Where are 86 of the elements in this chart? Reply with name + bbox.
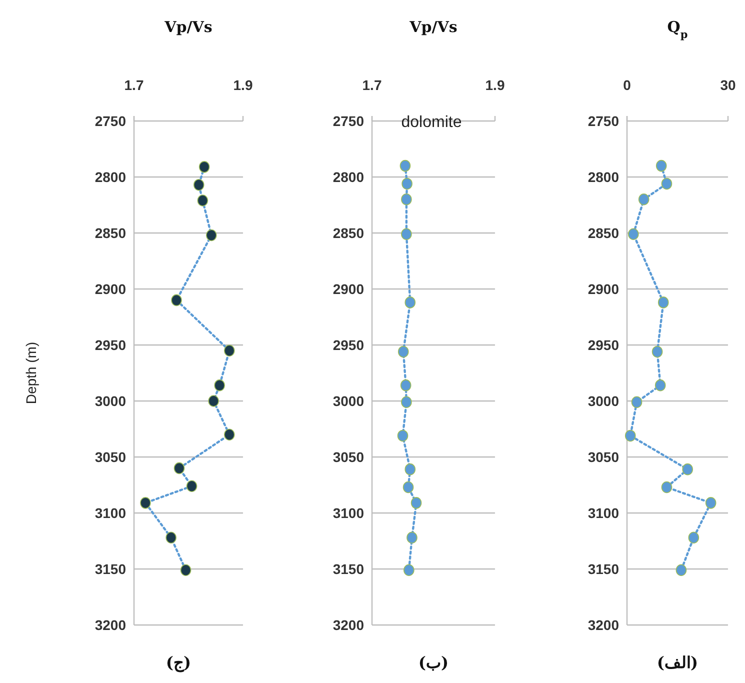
- point: [404, 296, 416, 308]
- y-tick-label: 3200: [332, 617, 364, 633]
- x-tick-label: 1.9: [485, 77, 505, 93]
- y-tick-label: 2850: [94, 225, 126, 241]
- point: [661, 481, 672, 494]
- point: [214, 379, 225, 392]
- y-tick-label: 3100: [94, 505, 126, 521]
- point: [397, 430, 408, 442]
- point: [166, 532, 176, 544]
- y-tick-label: 2800: [332, 169, 364, 185]
- chart-title: Q$_{p}$: [667, 18, 688, 41]
- point: [197, 194, 208, 206]
- y-tick-label: 2800: [94, 169, 126, 185]
- y-tick-label: 3000: [332, 393, 364, 409]
- point: [624, 430, 636, 442]
- y-tick-label: 2950: [332, 337, 364, 353]
- point: [656, 160, 667, 172]
- chart-title: Vp/Vs: [164, 18, 212, 36]
- y-tick-label: 3000: [94, 393, 126, 409]
- point: [400, 379, 412, 392]
- y-tick-label: 2950: [94, 337, 126, 353]
- point: [400, 160, 411, 172]
- point: [174, 462, 185, 474]
- text: (الف): [656, 653, 698, 672]
- y-tick-label: 3050: [94, 449, 126, 465]
- point: [402, 481, 414, 494]
- point: [676, 564, 687, 576]
- y-tick-label: 2800: [588, 169, 620, 185]
- point: [401, 194, 412, 206]
- y-tick-label: 3100: [588, 505, 620, 521]
- y-axis-title: Depth (m): [23, 342, 39, 404]
- point: [180, 564, 192, 576]
- annotation: dolomite: [401, 114, 462, 131]
- y-tick-label: 3050: [332, 449, 364, 465]
- point: [140, 497, 151, 509]
- point: [402, 178, 412, 190]
- y-tick-label: 2950: [588, 337, 620, 353]
- point: [658, 296, 669, 308]
- point: [198, 161, 210, 173]
- point: [661, 178, 672, 190]
- point: [406, 532, 418, 544]
- y-tick-label: 2850: [588, 225, 620, 241]
- point: [224, 428, 235, 440]
- y-tick-label: 2850: [332, 225, 364, 241]
- text: (ب): [418, 653, 449, 672]
- x-tick-label: 0: [623, 77, 632, 93]
- point: [404, 463, 416, 476]
- y-tick-label: 2900: [588, 281, 620, 297]
- point: [410, 497, 422, 509]
- point: [682, 463, 693, 476]
- point: [171, 294, 182, 306]
- point: [404, 564, 414, 576]
- point: [186, 480, 198, 492]
- y-tick-label: 3200: [94, 617, 126, 633]
- y-tick-label: 3100: [332, 505, 364, 521]
- point: [638, 194, 650, 206]
- y-tick-label: 2750: [332, 113, 364, 129]
- y-tick-label: 2900: [332, 281, 364, 297]
- x-tick-label: 1.7: [362, 77, 382, 93]
- point: [401, 228, 412, 240]
- point: [688, 532, 700, 544]
- point: [398, 346, 409, 358]
- y-tick-label: 3150: [332, 561, 364, 577]
- chart-title: Vp/Vs: [408, 18, 458, 36]
- point: [224, 344, 235, 356]
- y-tick-label: 2900: [94, 281, 126, 297]
- y-tick-label: 2750: [588, 113, 620, 129]
- y-tick-label: 3000: [588, 393, 620, 409]
- point: [401, 396, 412, 408]
- y-tick-label: 3150: [588, 561, 620, 577]
- point: [631, 396, 642, 408]
- y-tick-label: 3200: [588, 617, 620, 633]
- y-tick-label: 3150: [94, 561, 126, 577]
- x-tick-label: 1.9: [233, 77, 253, 93]
- y-tick-label: 2750: [94, 113, 126, 129]
- point: [628, 228, 639, 240]
- text: (ج): [166, 653, 192, 673]
- point: [208, 395, 219, 407]
- point: [206, 229, 217, 242]
- x-tick-label: 1.7: [124, 77, 144, 93]
- y-tick-label: 3050: [588, 449, 620, 465]
- point: [652, 346, 663, 358]
- point: [705, 497, 716, 509]
- point: [193, 178, 204, 191]
- point: [654, 379, 666, 392]
- x-tick-label: 30: [720, 77, 736, 93]
